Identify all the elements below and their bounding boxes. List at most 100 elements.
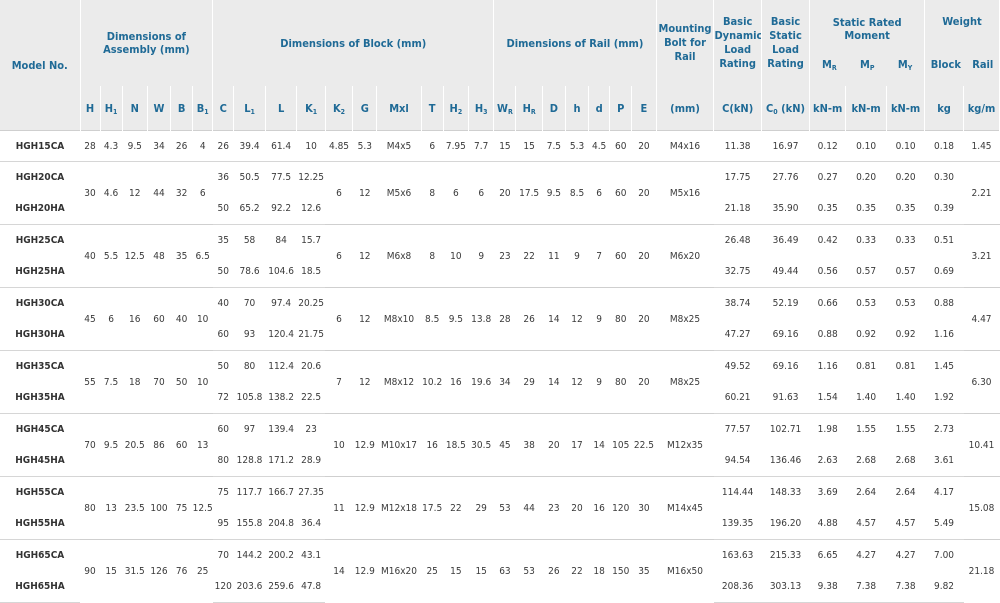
cell-block: 5.49 xyxy=(924,507,964,540)
cell-l1: 97 xyxy=(233,413,266,444)
cell-rail-weight: 15.08 xyxy=(963,476,1000,540)
cell-mp: 4.57 xyxy=(845,507,887,540)
cell-l1: 50.5 xyxy=(233,161,266,192)
cell-hr: 26 xyxy=(515,287,543,351)
cell-h: 9 xyxy=(565,224,589,288)
cell-rail-weight: 1.45 xyxy=(963,130,1000,162)
cell-cdyn: 32.75 xyxy=(713,255,762,288)
cell-bolt: M5x16 xyxy=(656,161,714,225)
cell-d: 4.5 xyxy=(588,130,610,162)
col-header-h: H xyxy=(80,86,101,131)
table-row: HGH55CA 80 13 23.5 100 75 12.5 75 117.7 166.7 27.3… xyxy=(0,476,1000,540)
cell-b: 60 xyxy=(170,413,193,477)
table-row: HGH25CA 40 5.5 12.5 48 35 6.5 35 58 84 15.7 6 12 M6x8… xyxy=(0,224,1000,288)
my-header: MY xyxy=(897,57,913,72)
cell-mxl: M8x12 xyxy=(376,350,422,414)
cell-mxl: M10x17 xyxy=(376,413,422,477)
cell-k1: 43.1 xyxy=(296,539,326,570)
cell-h: 80 xyxy=(80,476,101,540)
cell-d: 18 xyxy=(588,539,610,603)
cell-e: 22.5 xyxy=(631,413,657,477)
model-cell: HGH65CA xyxy=(0,539,81,570)
col-header-hr: HR xyxy=(515,86,543,131)
cell-c: 95 xyxy=(212,507,234,540)
cell-block: 0.88 xyxy=(924,287,964,318)
cell-b: 26 xyxy=(170,130,193,162)
cell-p: 105 xyxy=(609,413,632,477)
cell-n: 12 xyxy=(122,161,148,225)
cell-e: 30 xyxy=(631,476,657,540)
cell-h: 45 xyxy=(80,287,101,351)
table-row: HGH20HA 50 65.2 92.2 12.6 21.18 35.90 0.35 0.35 0… xyxy=(0,192,1000,225)
col-header-t: T xyxy=(421,86,444,131)
cell-l: 104.6 xyxy=(265,255,297,288)
table-row: HGH35HA 72 105.8 138.2 22.5 60.21 91.63 1.54 1.4… xyxy=(0,381,1000,414)
model-cell: HGH15CA xyxy=(0,130,81,162)
cell-wr: 34 xyxy=(493,350,516,414)
cell-k1: 22.5 xyxy=(296,381,326,414)
weight-header: Weight Block Rail xyxy=(924,0,1000,86)
cell-k1: 20.25 xyxy=(296,287,326,318)
model-cell: HGH45HA xyxy=(0,444,81,477)
model-cell: HGH30HA xyxy=(0,318,81,351)
cell-mp: 0.92 xyxy=(845,318,887,351)
cell-n: 20.5 xyxy=(122,413,148,477)
table-row: HGH35CA 55 7.5 18 70 50 10 50 80 112.4 20.6 7 12 M8x1… xyxy=(0,350,1000,414)
col-header-d: D xyxy=(542,86,566,131)
cell-d: 9 xyxy=(588,287,610,351)
cell-my: 7.38 xyxy=(886,570,925,603)
cell-b: 40 xyxy=(170,287,193,351)
cell-h2: 9.5 xyxy=(443,287,469,351)
cell-c: 72 xyxy=(212,381,234,414)
cell-hr: 22 xyxy=(515,224,543,288)
cell-mp: 0.53 xyxy=(845,287,887,318)
col-header-wr: WR xyxy=(493,86,517,131)
table-row: HGH55HA 95 155.8 204.8 36.4 139.35 196.20 4.88 4… xyxy=(0,507,1000,540)
cell-rail-weight: 2.21 xyxy=(963,161,1000,225)
cell-mxl: M16x20 xyxy=(376,539,422,603)
cell-my: 4.27 xyxy=(886,539,925,570)
cell-mr: 6.65 xyxy=(809,539,846,570)
cell-h3: 6 xyxy=(468,161,494,225)
cell-l1: 80 xyxy=(233,350,266,381)
cell-mxl: M4x5 xyxy=(376,130,422,162)
cell-n: 18 xyxy=(122,350,148,414)
cell-h1: 5.5 xyxy=(100,224,123,288)
cell-cdyn: 17.75 xyxy=(713,161,762,192)
cell-n: 23.5 xyxy=(122,476,148,540)
col-header-h2: H2 xyxy=(443,86,470,131)
mp-unit: kN-m xyxy=(845,86,888,131)
cell-k2: 6 xyxy=(325,287,353,351)
cell-t: 8 xyxy=(421,224,444,288)
cell-h3: 15 xyxy=(468,539,494,603)
cell-c: 40 xyxy=(212,287,234,318)
cell-h: 5.3 xyxy=(565,130,589,162)
cell-d: 16 xyxy=(588,476,610,540)
cell-n: 16 xyxy=(122,287,148,351)
cell-c0: 16.97 xyxy=(761,130,810,162)
cell-mp: 0.20 xyxy=(845,161,887,192)
cell-mr: 2.63 xyxy=(809,444,846,477)
model-cell: HGH45CA xyxy=(0,413,81,444)
cell-mp: 2.64 xyxy=(845,476,887,507)
cell-w: 126 xyxy=(147,539,171,603)
basic-dynamic-header: Basic Dynamic Load Rating xyxy=(713,0,762,86)
cell-l: 171.2 xyxy=(265,444,297,477)
table-row: HGH20CA 30 4.6 12 44 32 6 36 50.5 77.5 12.25 6 12 M5x… xyxy=(0,161,1000,225)
cell-my: 0.33 xyxy=(886,224,925,255)
col-header-k1: K1 xyxy=(296,86,326,131)
cell-mp: 4.27 xyxy=(845,539,887,570)
cell-h2: 10 xyxy=(443,224,469,288)
col-header-w: W xyxy=(147,86,172,131)
cell-t: 8.5 xyxy=(421,287,444,351)
cell-rail-weight: 21.18 xyxy=(963,539,1000,603)
col-header-d: d xyxy=(588,86,611,131)
cell-mr: 0.56 xyxy=(809,255,846,288)
cell-l: 139.4 xyxy=(265,413,297,444)
cell-h3: 9 xyxy=(468,224,494,288)
cell-hr: 38 xyxy=(515,413,543,477)
cell-block: 0.69 xyxy=(924,255,964,288)
cell-mr: 0.88 xyxy=(809,318,846,351)
cell-n: 12.5 xyxy=(122,224,148,288)
cell-cdyn: 21.18 xyxy=(713,192,762,225)
